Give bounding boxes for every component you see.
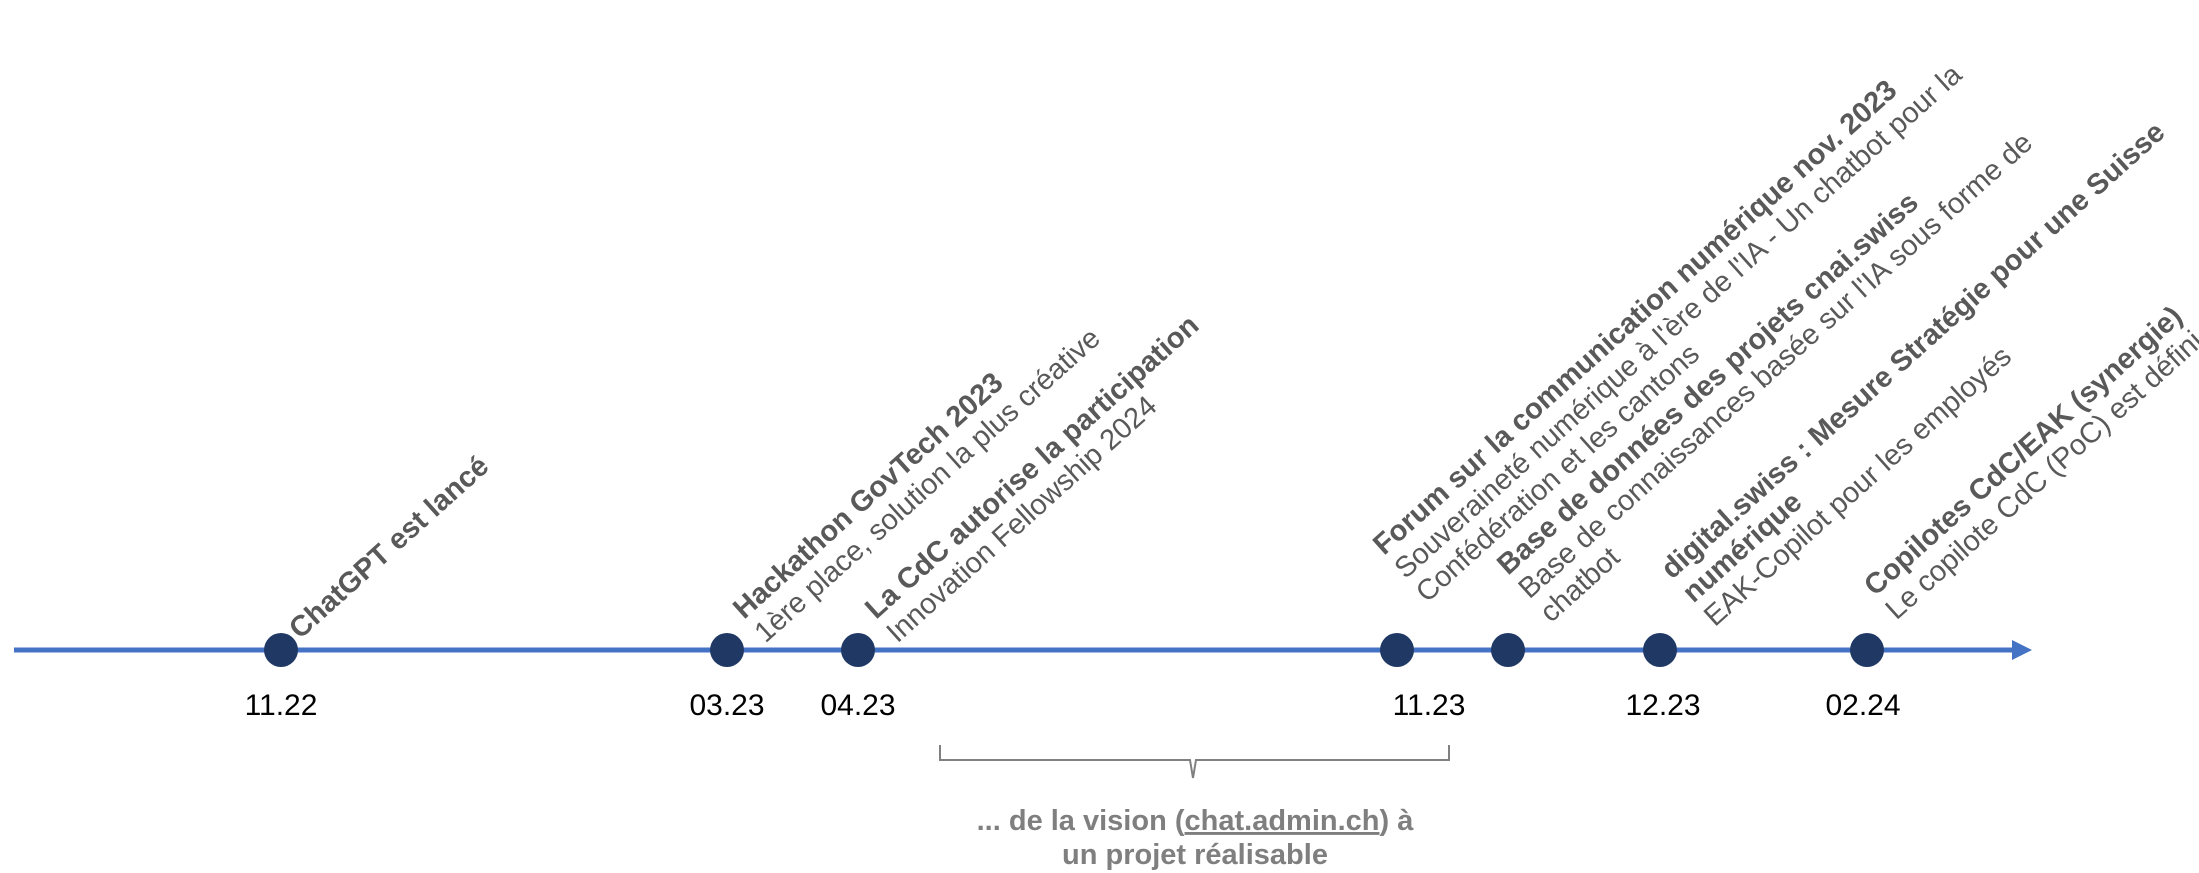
event-description: Le copilote CdC (PoC) est défini [1880, 325, 2199, 626]
timeline-arrowhead [2012, 640, 2032, 660]
date-label: 11.23 [1393, 689, 1466, 722]
event-title: ChatGPT est lancé [283, 450, 495, 645]
date-label: 04.23 [820, 689, 895, 722]
date-label: 02.24 [1825, 689, 1900, 722]
summary-line2: un projet réalisable [1062, 839, 1328, 871]
event-marker-copilotes [1850, 633, 1884, 667]
date-label: 12.23 [1625, 689, 1700, 722]
event-marker-cdc-participation [841, 633, 875, 667]
event-marker-forum [1380, 633, 1414, 667]
event-marker-chatgpt [264, 633, 298, 667]
date-label: 11.22 [245, 689, 318, 722]
event-marker-digital-swiss [1643, 633, 1677, 667]
event-marker-hackathon [710, 633, 744, 667]
event-label-chatgpt: ChatGPT est lancé [283, 450, 495, 645]
event-label-forum: Forum sur la communication numérique nov… [1367, 58, 1969, 609]
date-label: 03.23 [689, 689, 764, 722]
summary-link[interactable]: chat.admin.ch [1185, 805, 1380, 837]
event-marker-cnai [1491, 633, 1525, 667]
summary-line1: ... de la vision (chat.admin.ch) à [977, 805, 1415, 837]
period-bracket [939, 745, 1450, 779]
event-description: Souveraineté numérique à l'ère de l'IA -… [1389, 58, 1969, 585]
